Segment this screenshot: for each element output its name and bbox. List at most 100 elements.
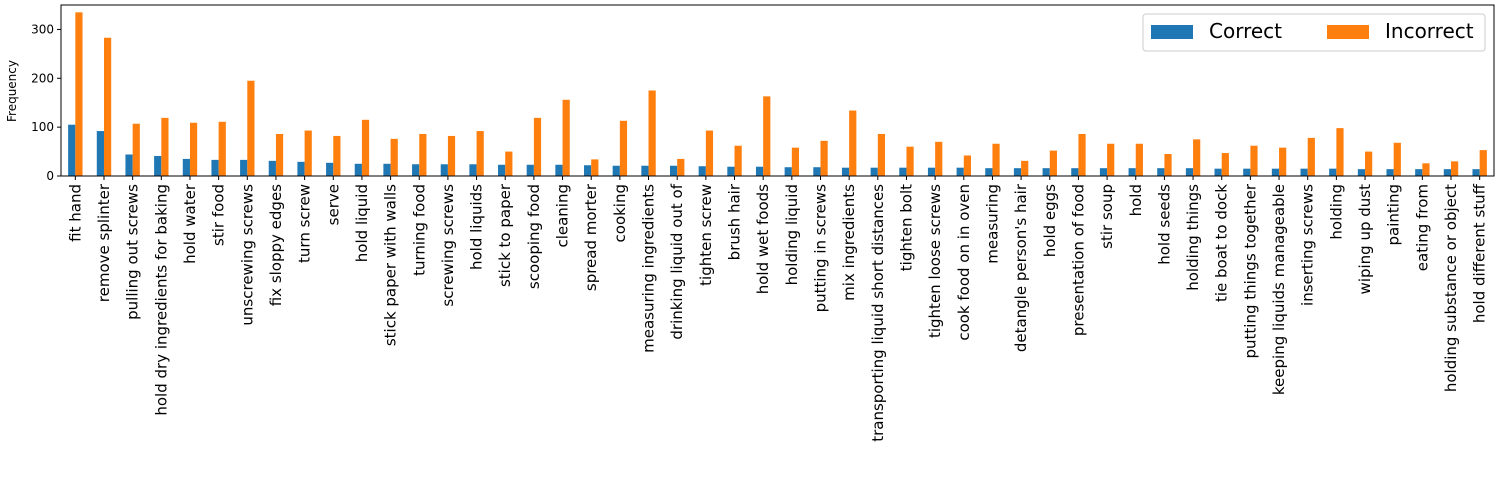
x-tick-label: tighten bolt <box>897 184 915 271</box>
bar-correct <box>326 162 334 176</box>
x-tick-label: wiping up dust <box>1356 184 1374 295</box>
x-tick-label: stir soup <box>1098 184 1116 249</box>
y-tick-label: 100 <box>31 120 54 134</box>
bar-correct <box>182 158 190 176</box>
legend: Correct Incorrect <box>1142 13 1486 52</box>
x-tick-label: spread morter <box>582 183 600 291</box>
bar-correct <box>1128 168 1136 176</box>
x-tick-label: holding substance or object <box>1442 184 1460 392</box>
x-tick-label: painting <box>1385 184 1403 245</box>
bar-correct <box>813 167 821 176</box>
x-tick-label: cook food on in oven <box>955 184 973 341</box>
bar-correct <box>1357 169 1366 176</box>
bar-correct <box>211 159 219 176</box>
x-tick-label: eating from <box>1413 184 1431 271</box>
bar-incorrect <box>1021 160 1029 176</box>
bar-correct <box>68 124 76 176</box>
x-tick-label: stick to paper <box>496 183 514 287</box>
x-tick-label: hold different stuff <box>1471 183 1489 323</box>
x-axis: fit hand remove splinter pulling out screw… <box>66 176 1489 442</box>
x-tick-label: scooping food <box>525 184 543 289</box>
bar-incorrect <box>505 151 513 176</box>
bar-incorrect <box>791 147 800 176</box>
bar-correct <box>1472 169 1480 176</box>
bar-incorrect <box>1078 133 1086 176</box>
x-tick-label: fit hand <box>66 184 84 242</box>
bar-incorrect <box>103 37 112 177</box>
bar-incorrect <box>963 155 971 176</box>
bar-incorrect <box>877 133 886 176</box>
bar-incorrect <box>1279 147 1287 176</box>
bar-incorrect <box>333 135 341 176</box>
x-tick-label: stir food <box>210 184 228 246</box>
bar-correct <box>440 164 448 176</box>
bar-incorrect <box>1307 137 1315 176</box>
bars-layer <box>68 12 1487 177</box>
bar-incorrect <box>390 138 398 176</box>
x-tick-label: turn screw <box>296 184 314 263</box>
bar-correct <box>1042 168 1050 176</box>
y-tick-label: 0 <box>46 169 54 183</box>
x-tick-label: hold liquid <box>353 184 371 262</box>
bar-correct <box>727 166 735 176</box>
bar-correct <box>240 159 248 176</box>
bar-incorrect <box>275 133 284 176</box>
bar-incorrect <box>161 117 169 176</box>
x-tick-label: hold dry ingredients for baking <box>152 184 170 416</box>
bar-incorrect <box>1422 163 1430 176</box>
x-tick-label: detangle person's hair <box>1012 183 1030 352</box>
bar-correct <box>985 168 993 176</box>
bar-correct <box>469 164 477 176</box>
bar-incorrect <box>1336 128 1344 176</box>
bar-incorrect <box>763 96 771 176</box>
bar-correct <box>1185 168 1194 176</box>
bar-incorrect <box>562 99 570 176</box>
bar-incorrect <box>1365 151 1373 176</box>
x-tick-label: hold liquids <box>468 184 486 270</box>
x-tick-label: measuring ingredients <box>640 184 658 353</box>
x-tick-label: hold eggs <box>1041 184 1059 257</box>
bar-correct <box>956 167 964 176</box>
bar-correct <box>1415 169 1423 176</box>
bar-incorrect <box>619 120 628 176</box>
bar-correct <box>383 163 391 176</box>
bar-correct <box>498 164 506 176</box>
bar-incorrect <box>1049 150 1057 176</box>
bar-correct <box>584 165 592 176</box>
bar-incorrect <box>419 133 427 176</box>
bar-incorrect <box>189 122 198 176</box>
x-tick-label: cooking <box>611 184 629 242</box>
x-tick-label: cleaning <box>554 184 572 248</box>
x-tick-label: inserting screws <box>1299 184 1317 306</box>
y-tick-label: 200 <box>31 71 54 85</box>
x-tick-label: holding things <box>1184 184 1202 291</box>
bar-incorrect <box>1479 150 1487 176</box>
x-tick-label: drinking liquid out of <box>668 183 686 339</box>
bar-incorrect <box>476 131 484 176</box>
bar-incorrect <box>591 159 599 176</box>
bar-incorrect <box>218 121 226 176</box>
bar-correct <box>1214 168 1222 176</box>
bar-incorrect <box>820 140 828 176</box>
legend-label-incorrect: Incorrect <box>1385 19 1474 43</box>
x-tick-label: holding <box>1327 184 1345 240</box>
bar-incorrect <box>533 117 542 176</box>
bar-correct <box>927 167 936 176</box>
bar-correct <box>1071 168 1079 176</box>
bar-correct <box>1386 169 1394 176</box>
x-tick-label: unscrewing screws <box>238 184 256 326</box>
legend-swatch-correct <box>1151 25 1193 39</box>
bar-correct <box>154 155 162 176</box>
bar-incorrect <box>1250 145 1258 176</box>
bar-incorrect <box>1107 143 1115 176</box>
bar-incorrect <box>906 146 914 176</box>
bar-incorrect <box>705 130 714 176</box>
bar-correct <box>1099 168 1108 176</box>
x-tick-label: holding liquid <box>783 184 801 285</box>
x-tick-label: transporting liquid short distances <box>869 184 887 442</box>
bar-incorrect <box>1135 143 1143 176</box>
bar-correct <box>297 161 305 176</box>
bar-incorrect <box>1393 142 1401 176</box>
x-tick-label: hold wet foods <box>754 184 772 294</box>
